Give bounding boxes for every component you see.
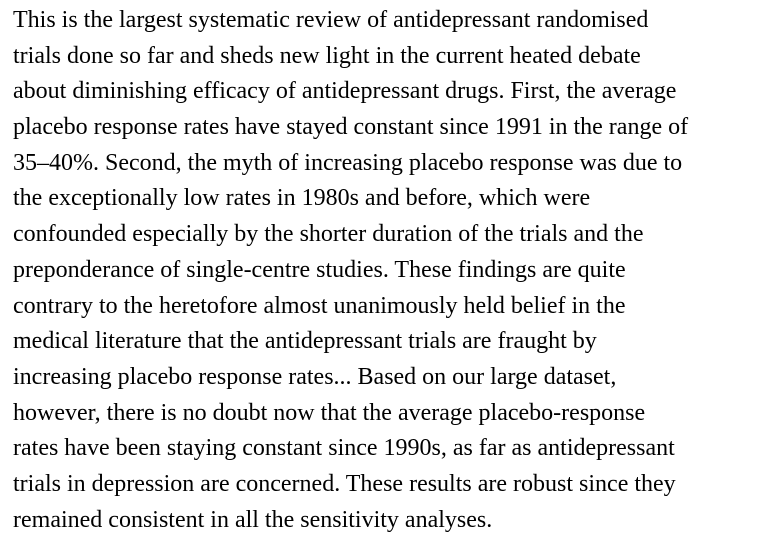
text-line-6: the exceptionally low rates in 1980s and…: [13, 185, 591, 212]
text-line-10: medical literature that the antidepressa…: [13, 328, 597, 355]
text-line-11: increasing placebo response rates... Bas…: [13, 363, 617, 390]
text-line-3: about diminishing efficacy of antidepres…: [13, 78, 677, 105]
text-line-4: placebo response rates have stayed const…: [13, 114, 689, 141]
text-line-14: trials in depression are concerned. Thes…: [13, 470, 676, 497]
text-line-13: rates have been staying constant since 1…: [13, 435, 675, 462]
text-line-1: This is the largest systematic review of…: [13, 7, 649, 33]
quote-paragraph: This is the largest systematic review of…: [13, 3, 775, 538]
text-line-12: however, there is no doubt now that the …: [13, 399, 646, 426]
text-line-8: preponderance of single-centre studies. …: [13, 256, 626, 283]
text-line-9: contrary to the heretofore almost unanim…: [13, 292, 626, 319]
text-line-2: trials done so far and sheds new light i…: [13, 42, 641, 69]
text-line-7: confounded especially by the shorter dur…: [13, 221, 644, 248]
text-line-15: remained consistent in all the sensitivi…: [13, 506, 493, 533]
text-line-5: 35–40%. Second, the myth of increasing p…: [13, 149, 683, 176]
